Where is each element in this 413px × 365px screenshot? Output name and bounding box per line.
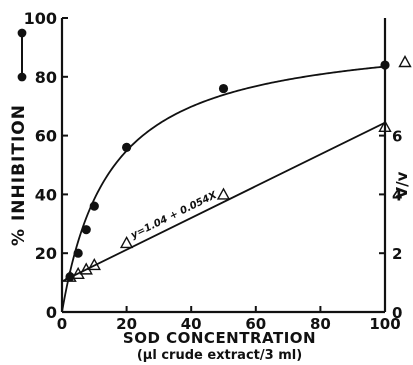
series-2-point <box>378 119 392 132</box>
y-tick-label: 0 <box>46 303 57 322</box>
x-axis-title: SOD CONCENTRATION <box>123 329 316 347</box>
series-2-point <box>87 258 101 271</box>
y2-axis-title: V/v <box>393 171 411 198</box>
x-tick-label: 100 <box>369 315 400 333</box>
y-axis-title: % INHIBITION <box>9 104 29 246</box>
chart-labels: y=1.04 + 0.054X SOD CONCENTRATION (µl cr… <box>9 9 411 363</box>
series-1-point <box>89 201 99 211</box>
series-2-point <box>119 235 134 249</box>
y2-tick-label: 6 <box>392 128 402 146</box>
series-2-fit-line <box>61 121 386 283</box>
y-tick-label: 80 <box>35 68 57 87</box>
y-tick-label: 60 <box>35 127 57 146</box>
y2-tick-label: 2 <box>392 245 402 263</box>
series-1-point <box>218 83 229 94</box>
y-tick-label: 20 <box>35 244 57 263</box>
series-1-curve <box>61 65 386 313</box>
x-tick-label: 0 <box>57 315 67 333</box>
legend-circle-key-point <box>17 72 27 82</box>
x-tick-label: 20 <box>116 315 137 333</box>
x-tick-label: 80 <box>310 315 331 333</box>
chart-axes <box>60 17 387 314</box>
series-2-point <box>63 269 77 282</box>
x-tick-label: 40 <box>181 315 202 333</box>
y-tick-label: 40 <box>35 185 57 204</box>
chart-marks <box>17 28 412 313</box>
series-1-point <box>122 142 132 152</box>
y-tick-label: 100 <box>24 9 57 28</box>
equation-annotation: y=1.04 + 0.054X <box>129 189 220 241</box>
x-axis-subtitle: (µl crude extract/3 ml) <box>137 348 302 363</box>
legend-circle-key-point <box>17 28 27 38</box>
x-tick-label: 60 <box>245 315 266 333</box>
series-2-point <box>216 187 231 200</box>
series-1-point <box>380 60 390 70</box>
series-1-point <box>81 225 91 235</box>
y2-tick-label: 0 <box>392 304 402 322</box>
y2-tick-label: 4 <box>392 186 402 204</box>
series-1-point <box>73 248 83 258</box>
legend-triangle-key <box>398 55 412 68</box>
